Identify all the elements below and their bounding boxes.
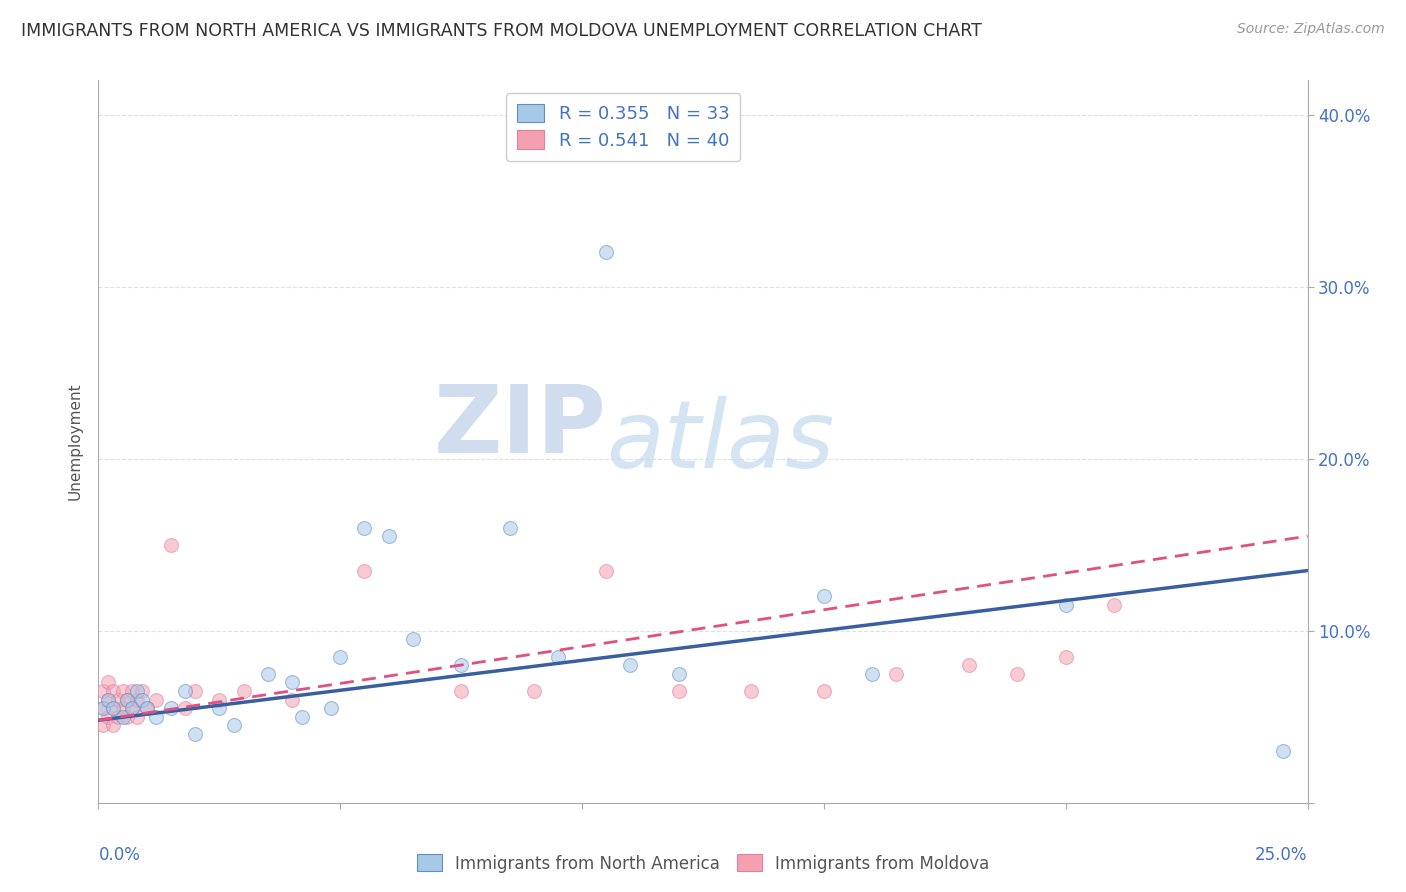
Point bbox=[101, 718, 124, 732]
Point bbox=[127, 692, 149, 706]
Point bbox=[450, 684, 472, 698]
Point bbox=[319, 701, 342, 715]
Point bbox=[498, 520, 520, 534]
Point bbox=[127, 710, 149, 724]
Point bbox=[97, 692, 120, 706]
Point bbox=[117, 710, 139, 724]
Point bbox=[595, 245, 617, 260]
Point bbox=[523, 684, 546, 698]
Point bbox=[256, 666, 278, 681]
Point bbox=[121, 701, 143, 715]
Point bbox=[957, 658, 980, 673]
Point bbox=[127, 684, 149, 698]
Point bbox=[97, 692, 120, 706]
Point bbox=[91, 684, 114, 698]
Point bbox=[91, 701, 114, 715]
Point bbox=[184, 727, 207, 741]
Legend: Immigrants from North America, Immigrants from Moldova: Immigrants from North America, Immigrant… bbox=[411, 847, 995, 880]
Text: 0.0%: 0.0% bbox=[98, 847, 141, 864]
Point bbox=[290, 710, 312, 724]
Point bbox=[117, 692, 139, 706]
Text: 25.0%: 25.0% bbox=[1256, 847, 1308, 864]
Point bbox=[208, 692, 231, 706]
Point bbox=[107, 710, 129, 724]
Point bbox=[91, 718, 114, 732]
Point bbox=[135, 701, 157, 715]
Point bbox=[174, 684, 197, 698]
Point bbox=[353, 520, 375, 534]
Point bbox=[135, 701, 157, 715]
Point bbox=[131, 684, 153, 698]
Point bbox=[1272, 744, 1295, 758]
Point bbox=[117, 692, 139, 706]
Point bbox=[208, 701, 231, 715]
Point bbox=[547, 649, 569, 664]
Point bbox=[121, 684, 143, 698]
Point bbox=[160, 538, 183, 552]
Point bbox=[111, 701, 134, 715]
Point bbox=[1054, 649, 1077, 664]
Point bbox=[377, 529, 399, 543]
Point bbox=[145, 692, 167, 706]
Text: ZIP: ZIP bbox=[433, 381, 606, 473]
Point bbox=[160, 701, 183, 715]
Point bbox=[619, 658, 641, 673]
Point bbox=[1054, 598, 1077, 612]
Point bbox=[111, 684, 134, 698]
Point bbox=[813, 684, 835, 698]
Text: Source: ZipAtlas.com: Source: ZipAtlas.com bbox=[1237, 22, 1385, 37]
Point bbox=[101, 701, 124, 715]
Point bbox=[281, 692, 304, 706]
Text: atlas: atlas bbox=[606, 396, 835, 487]
Y-axis label: Unemployment: Unemployment bbox=[67, 383, 83, 500]
Point bbox=[281, 675, 304, 690]
Point bbox=[131, 692, 153, 706]
Point bbox=[107, 692, 129, 706]
Point bbox=[740, 684, 762, 698]
Point bbox=[91, 701, 114, 715]
Point bbox=[1007, 666, 1029, 681]
Point bbox=[886, 666, 908, 681]
Point bbox=[232, 684, 254, 698]
Legend: R = 0.355   N = 33, R = 0.541   N = 40: R = 0.355 N = 33, R = 0.541 N = 40 bbox=[506, 93, 741, 161]
Point bbox=[329, 649, 352, 664]
Point bbox=[860, 666, 883, 681]
Point bbox=[450, 658, 472, 673]
Point bbox=[101, 701, 124, 715]
Point bbox=[145, 710, 167, 724]
Point bbox=[97, 675, 120, 690]
Point bbox=[595, 564, 617, 578]
Point bbox=[111, 710, 134, 724]
Point bbox=[668, 684, 690, 698]
Point bbox=[353, 564, 375, 578]
Point bbox=[402, 632, 425, 647]
Point bbox=[184, 684, 207, 698]
Point bbox=[101, 684, 124, 698]
Text: IMMIGRANTS FROM NORTH AMERICA VS IMMIGRANTS FROM MOLDOVA UNEMPLOYMENT CORRELATIO: IMMIGRANTS FROM NORTH AMERICA VS IMMIGRA… bbox=[21, 22, 981, 40]
Point bbox=[174, 701, 197, 715]
Point bbox=[1102, 598, 1125, 612]
Point bbox=[813, 590, 835, 604]
Point bbox=[668, 666, 690, 681]
Point bbox=[222, 718, 245, 732]
Point bbox=[121, 701, 143, 715]
Point bbox=[97, 710, 120, 724]
